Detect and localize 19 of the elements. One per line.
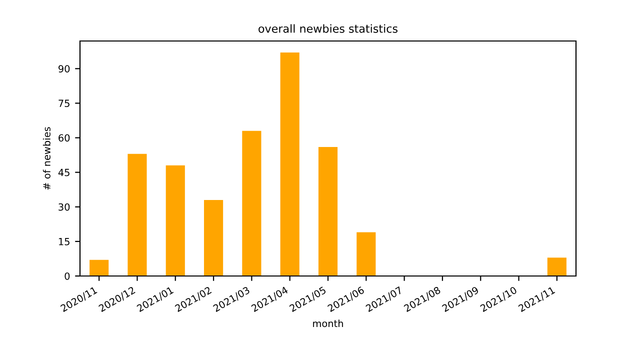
y-tick-label: 30 [58,203,70,211]
y-tick-label: 60 [58,134,70,142]
bar [204,200,224,276]
bar [128,154,147,276]
bar [166,165,185,276]
bar [356,232,376,276]
y-tick-label: 75 [58,100,70,108]
bar [242,130,262,276]
y-tick-label: 45 [58,168,70,176]
y-axis-title: # of newbies [42,127,50,190]
y-tick-label: 90 [58,65,70,72]
bar [547,258,566,276]
y-tick-label: 0 [64,272,70,280]
bar [90,260,109,276]
bar [318,146,338,276]
bar [280,52,300,276]
chart-title: overall newbies statistics [258,24,398,33]
y-tick-label: 15 [58,238,70,246]
x-axis-title: month [313,320,343,328]
